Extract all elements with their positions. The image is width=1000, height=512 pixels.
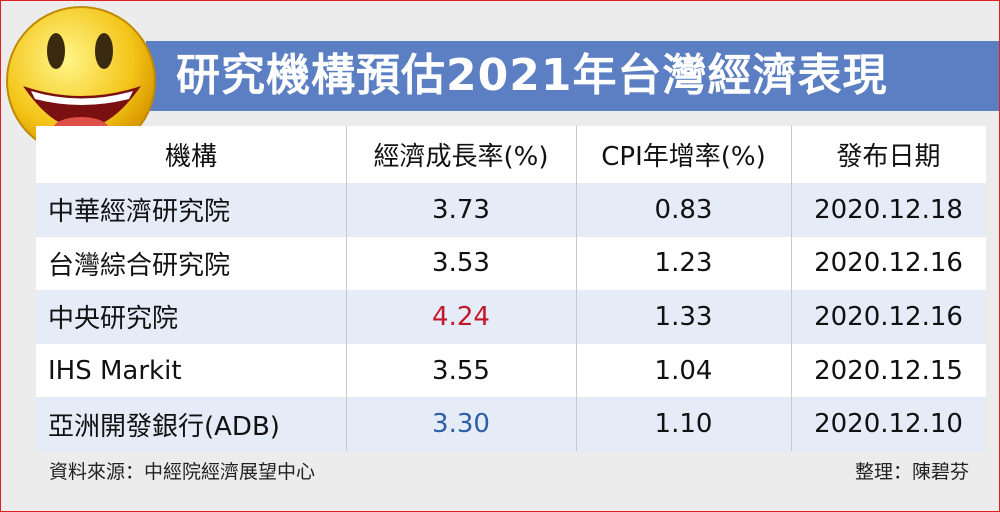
title-banner (146, 41, 999, 111)
header-cell: 機構 (36, 126, 346, 183)
table-cell: 3.30 (432, 409, 490, 440)
row-bg (36, 236, 986, 291)
table-cell: 2020.12.18 (814, 194, 963, 225)
table-cell: 台灣綜合研究院 (48, 250, 231, 281)
column-divider (576, 126, 577, 451)
table-cell: 3.53 (432, 248, 490, 279)
column-divider (346, 126, 347, 451)
title: 研究機構預估2021年台灣經濟表現 (176, 50, 888, 101)
table-cell: 1.10 (654, 409, 713, 440)
header-cell: CPI年增率(%) (576, 126, 791, 183)
row-bg (36, 290, 986, 344)
table-cell: 2020.12.16 (814, 301, 963, 332)
table-cell: 中央研究院 (48, 304, 179, 335)
table-cell: 4.24 (432, 301, 490, 332)
table-cell: 3.55 (432, 355, 490, 386)
table-cell: 1.23 (654, 248, 713, 279)
table-cell: 3.73 (432, 194, 490, 225)
header-cell: 經濟成長率(%) (346, 126, 576, 183)
table-cell: 中華經濟研究院 (48, 197, 231, 228)
row-bg (36, 343, 986, 398)
table-cell: 1.04 (654, 355, 713, 386)
table-cell: 2020.12.15 (814, 355, 963, 386)
row-bg (36, 397, 986, 451)
table-cell: 1.33 (654, 301, 713, 332)
header-cell: 發布日期 (791, 126, 986, 183)
table-cell: 2020.12.10 (814, 409, 963, 440)
table-cell: IHS Markit (48, 355, 182, 386)
table-cell: 0.83 (654, 194, 713, 225)
row-bg (36, 183, 986, 237)
column-divider (791, 126, 792, 451)
source-note: 資料來源：中經院經濟展望中心 (49, 461, 316, 483)
editor-note: 整理：陳碧芬 (854, 461, 969, 483)
table-cell: 亞洲開發銀行(ADB) (48, 411, 280, 442)
table: 機構 經濟成長率(%) CPI年增率(%) 發布日期中華經濟研究院 3.73 0.83 20… (36, 126, 986, 451)
table-cell: 2020.12.16 (814, 248, 963, 279)
